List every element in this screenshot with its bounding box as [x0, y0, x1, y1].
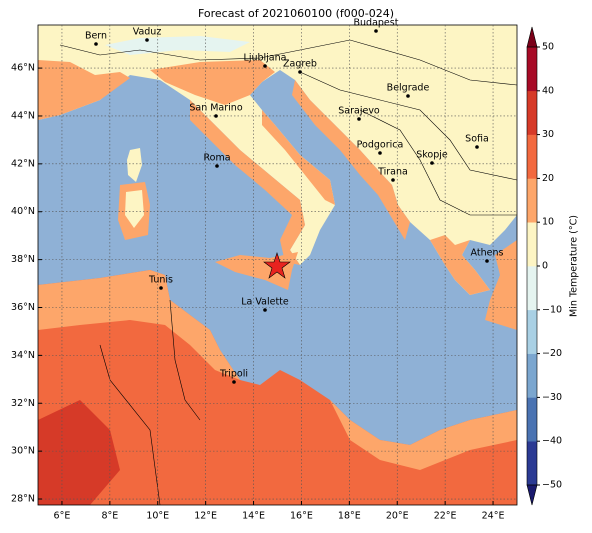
- map-frame: [37, 24, 518, 506]
- border: [169, 299, 201, 421]
- colorbar-tick-label: −30: [542, 392, 562, 403]
- po-valley-warm: [150, 60, 275, 105]
- border: [359, 109, 517, 216]
- colorbar-label: Min Temperature (°C): [569, 215, 580, 317]
- colorbar-band: [527, 134, 537, 179]
- city-label: Zagreb: [283, 59, 317, 70]
- colorbar-tick-label: 40: [542, 85, 554, 96]
- star-marker: [263, 252, 291, 279]
- colorbar-tick-label: 30: [542, 129, 554, 140]
- x-tick-label: 22°E: [434, 511, 457, 522]
- city-label: Tirana: [377, 167, 408, 178]
- colorbar-band: [527, 47, 537, 92]
- city-dot: [263, 308, 267, 312]
- city-dot: [159, 286, 163, 290]
- city-dot: [263, 64, 267, 68]
- colorbar-tick-label: 20: [542, 173, 554, 184]
- y-tick-label: 28°N: [11, 494, 35, 505]
- sardinia-inner: [125, 190, 144, 228]
- colorbar-band: [527, 266, 537, 311]
- colorbar-tick-label: −10: [542, 304, 562, 315]
- y-tick-label: 36°N: [11, 302, 35, 313]
- city-dot: [357, 117, 361, 121]
- city-label: San Marino: [189, 103, 242, 114]
- colorbar-tick-label: −20: [542, 348, 562, 359]
- x-tick-label: 20°E: [386, 511, 409, 522]
- city-label: Budapest: [354, 18, 399, 29]
- colorbar-band: [527, 441, 537, 486]
- x-tick-label: 8°E: [101, 511, 118, 522]
- city-label: Sofia: [465, 134, 489, 145]
- city-label: Skopje: [416, 150, 448, 161]
- city-label: Bern: [85, 31, 107, 42]
- colorbar-extend-high: [526, 26, 538, 48]
- city-label: Roma: [203, 153, 230, 164]
- city-label: Podgorica: [357, 140, 404, 151]
- city-label: Vaduz: [133, 27, 162, 38]
- city-dot: [298, 70, 302, 74]
- border: [99, 344, 161, 505]
- city-dot: [94, 42, 98, 46]
- colorbar-band: [527, 90, 537, 135]
- city-dot: [145, 38, 149, 42]
- colorbar-tick-label: 0: [542, 261, 548, 272]
- x-tick-label: 6°E: [54, 511, 71, 522]
- france-coast-warm: [38, 60, 130, 120]
- libya-coast-warm: [330, 400, 517, 470]
- y-tick-label: 30°N: [11, 446, 35, 457]
- city-dot: [406, 94, 410, 98]
- border: [299, 71, 517, 181]
- city-dot: [430, 161, 434, 165]
- colorbar-tick-label: −50: [542, 480, 562, 491]
- x-tick-label: 10°E: [146, 511, 169, 522]
- balkan-coast-warm: [292, 80, 410, 240]
- city-label: Tunis: [148, 275, 173, 286]
- city-label: Ljubljana: [244, 53, 287, 64]
- city-dot: [215, 164, 219, 168]
- x-tick-label: 24°E: [482, 511, 505, 522]
- x-tick-label: 14°E: [242, 511, 265, 522]
- y-tick-label: 42°N: [11, 158, 35, 169]
- city-label: Athens: [471, 248, 504, 259]
- colorbar-band: [527, 178, 537, 223]
- italy-west-warm: [190, 100, 305, 265]
- corsica: [127, 148, 142, 182]
- city-dot: [485, 259, 489, 263]
- colorbar-band: [527, 309, 537, 354]
- colorbar-extend-low: [526, 484, 538, 506]
- city-label: Belgrade: [387, 83, 430, 94]
- y-tick-label: 40°N: [11, 206, 35, 217]
- algeria-hot: [38, 400, 120, 505]
- x-tick-label: 12°E: [194, 511, 217, 522]
- x-tick-label: 16°E: [290, 511, 313, 522]
- city-dot: [378, 151, 382, 155]
- city-label: Tripoli: [219, 369, 248, 380]
- city-dot: [214, 114, 218, 118]
- y-tick-label: 34°N: [11, 350, 35, 361]
- colorbar-tick-label: 10: [542, 217, 554, 228]
- colorbar-band: [527, 397, 537, 442]
- colorbar-tick-label: −40: [542, 436, 562, 447]
- city-dot: [391, 178, 395, 182]
- y-tick-label: 32°N: [11, 398, 35, 409]
- y-tick-label: 38°N: [11, 254, 35, 265]
- y-tick-label: 44°N: [11, 110, 35, 121]
- y-tick-label: 46°N: [11, 63, 35, 74]
- colorbar-band: [527, 222, 537, 267]
- x-tick-label: 18°E: [338, 511, 361, 522]
- colorbar-band: [527, 353, 537, 398]
- border: [59, 39, 517, 86]
- city-label: La Valette: [241, 297, 289, 308]
- colorbar-tick-label: 50: [542, 42, 554, 53]
- title: Forecast of 2021060100 (f000-024): [198, 7, 394, 20]
- city-dot: [475, 145, 479, 149]
- city-label: Sarajevo: [338, 106, 380, 117]
- italy-east-warm: [262, 110, 335, 205]
- city-dot: [232, 380, 236, 384]
- city-dot: [374, 29, 378, 33]
- africa-coast-warm: [38, 270, 240, 380]
